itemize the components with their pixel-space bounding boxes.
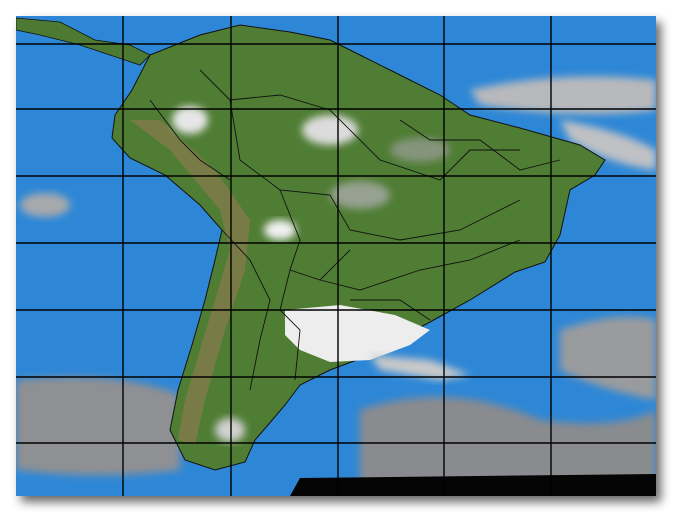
cloud bbox=[16, 377, 180, 475]
cloud bbox=[172, 106, 208, 134]
cloud bbox=[560, 316, 656, 400]
terrain bbox=[130, 120, 250, 445]
land bbox=[16, 17, 151, 66]
cloud bbox=[370, 355, 470, 380]
map-content bbox=[16, 16, 656, 496]
graticule bbox=[16, 16, 656, 496]
borders bbox=[149, 69, 561, 391]
cloud bbox=[390, 138, 450, 162]
cloud bbox=[330, 181, 390, 209]
cloud bbox=[285, 305, 430, 362]
cloud bbox=[20, 193, 70, 217]
cloud bbox=[215, 418, 245, 442]
no-data-strip bbox=[290, 474, 656, 496]
cloud bbox=[470, 76, 656, 114]
cloud bbox=[264, 220, 296, 240]
land bbox=[111, 24, 606, 471]
cloud bbox=[560, 120, 656, 170]
cloud bbox=[302, 115, 358, 145]
